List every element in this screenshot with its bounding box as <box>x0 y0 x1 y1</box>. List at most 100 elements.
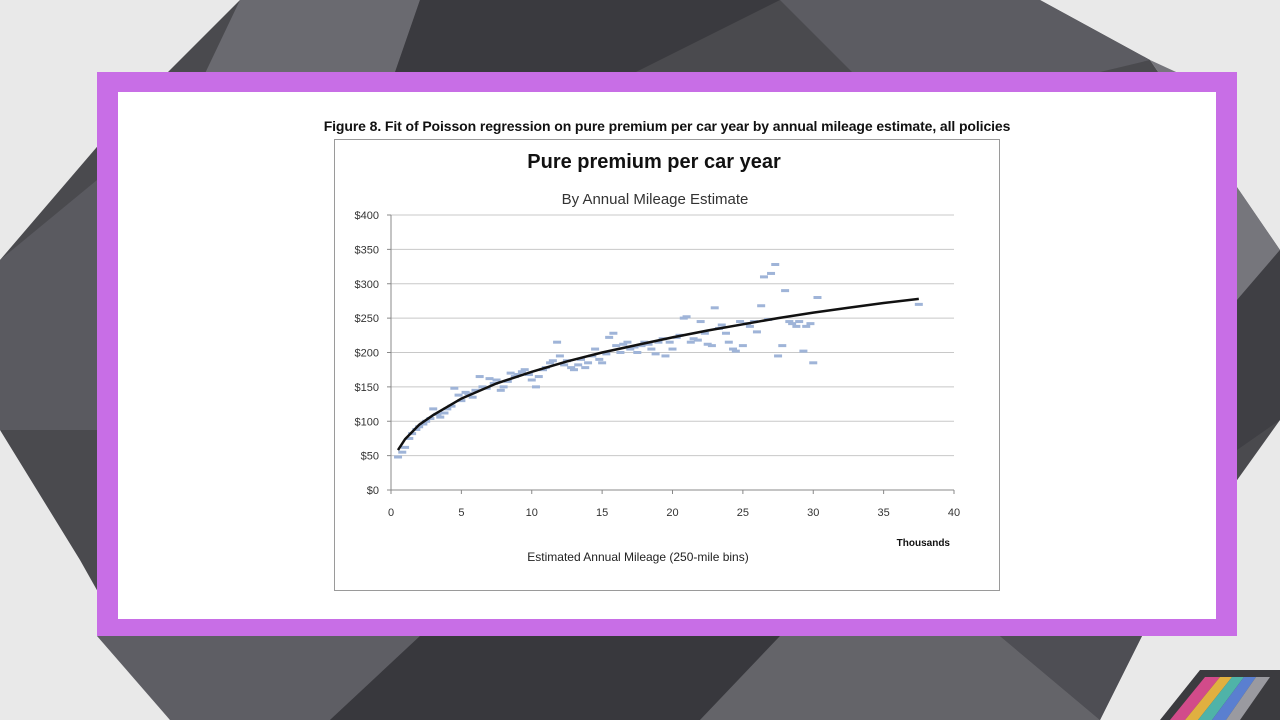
data-point <box>724 340 733 344</box>
data-point <box>686 340 695 344</box>
data-point <box>602 352 611 356</box>
data-point <box>468 395 477 399</box>
data-point <box>802 324 811 328</box>
data-point <box>581 366 590 370</box>
y-tick-label: $100 <box>355 416 379 428</box>
data-point <box>731 349 740 353</box>
data-point <box>792 324 801 328</box>
x-tick-label: 30 <box>807 507 819 519</box>
data-point <box>785 320 794 324</box>
data-point <box>752 330 761 334</box>
data-point <box>759 275 768 279</box>
y-tick-label: $0 <box>367 485 379 497</box>
y-tick-label: $300 <box>355 279 379 291</box>
x-tick-label: 10 <box>526 507 538 519</box>
data-point <box>654 340 663 344</box>
data-point <box>454 393 463 397</box>
data-point <box>682 315 691 319</box>
data-point <box>394 455 403 459</box>
data-point <box>531 385 540 389</box>
data-point <box>745 324 754 328</box>
data-point <box>429 407 438 411</box>
data-point <box>443 407 452 411</box>
data-point <box>401 445 410 449</box>
data-point <box>506 371 515 375</box>
gridlines <box>391 214 954 457</box>
corner-rainbow-graphic <box>1160 670 1280 720</box>
data-point <box>419 422 428 426</box>
x-tick-label: 20 <box>666 507 678 519</box>
data-point <box>577 357 586 361</box>
data-point <box>795 320 804 324</box>
data-point <box>738 344 747 348</box>
data-point <box>703 342 712 346</box>
data-point <box>710 306 719 310</box>
y-tick-label: $200 <box>355 348 379 360</box>
data-point <box>813 296 822 299</box>
data-point <box>598 361 607 365</box>
data-point <box>651 352 660 356</box>
x-axis-title: Estimated Annual Mileage (250-mile bins) <box>527 550 748 564</box>
chart-title: Pure premium per car year <box>527 151 781 173</box>
data-point <box>647 347 656 351</box>
figure-caption: Figure 8. Fit of Poisson regression on p… <box>323 118 1011 134</box>
data-point <box>485 377 494 381</box>
data-point <box>496 388 505 392</box>
data-point <box>623 340 632 344</box>
data-point <box>774 354 783 358</box>
data-point <box>548 359 557 363</box>
x-tick-label: 40 <box>948 507 960 519</box>
y-tick-label: $150 <box>355 382 379 394</box>
data-point <box>693 338 702 342</box>
data-point <box>503 379 512 383</box>
data-point <box>736 320 745 324</box>
data-point <box>799 349 808 353</box>
x-tick-label: 15 <box>596 507 608 519</box>
data-point <box>475 375 484 379</box>
data-point <box>567 366 576 370</box>
data-point <box>633 351 642 354</box>
data-point <box>398 450 407 454</box>
y-tick-label: $250 <box>355 313 379 325</box>
data-point <box>609 331 618 335</box>
data-point <box>440 411 449 415</box>
data-point <box>405 436 414 440</box>
data-point <box>450 386 459 390</box>
data-point <box>595 357 604 361</box>
y-tick-label: $350 <box>355 244 379 256</box>
data-point <box>630 345 639 349</box>
data-point <box>447 404 456 408</box>
data-point <box>499 385 508 389</box>
data-point <box>574 363 583 367</box>
y-axis-tick-labels: $0 $50 $100 $150 $200 $250 $300 $350 $400 <box>355 210 379 497</box>
data-point <box>478 385 487 389</box>
data-point <box>569 368 578 372</box>
data-point <box>689 337 698 341</box>
data-point <box>616 351 625 354</box>
data-point <box>781 289 790 293</box>
data-point <box>771 263 780 266</box>
data-point <box>412 428 421 431</box>
x-tick-label: 35 <box>878 507 890 519</box>
x-tick-label: 5 <box>458 507 464 519</box>
x-tick-label: 25 <box>737 507 749 519</box>
data-point <box>717 323 726 327</box>
data-point <box>524 373 533 376</box>
data-point <box>517 370 526 374</box>
data-point <box>612 344 621 348</box>
data-point <box>806 322 815 326</box>
data-point <box>457 399 466 403</box>
data-point <box>605 335 614 339</box>
scatter-chart: Pure premium per car year By Annual Mile… <box>355 151 961 564</box>
data-point <box>914 302 923 306</box>
data-point <box>757 304 766 308</box>
data-point <box>464 392 473 396</box>
data-point <box>591 347 600 351</box>
data-point <box>644 342 653 346</box>
data-point <box>637 344 646 348</box>
data-point <box>520 368 529 372</box>
axes <box>387 214 955 494</box>
y-tick-label: $400 <box>355 210 379 222</box>
data-point <box>788 322 797 326</box>
data-point <box>555 354 564 358</box>
